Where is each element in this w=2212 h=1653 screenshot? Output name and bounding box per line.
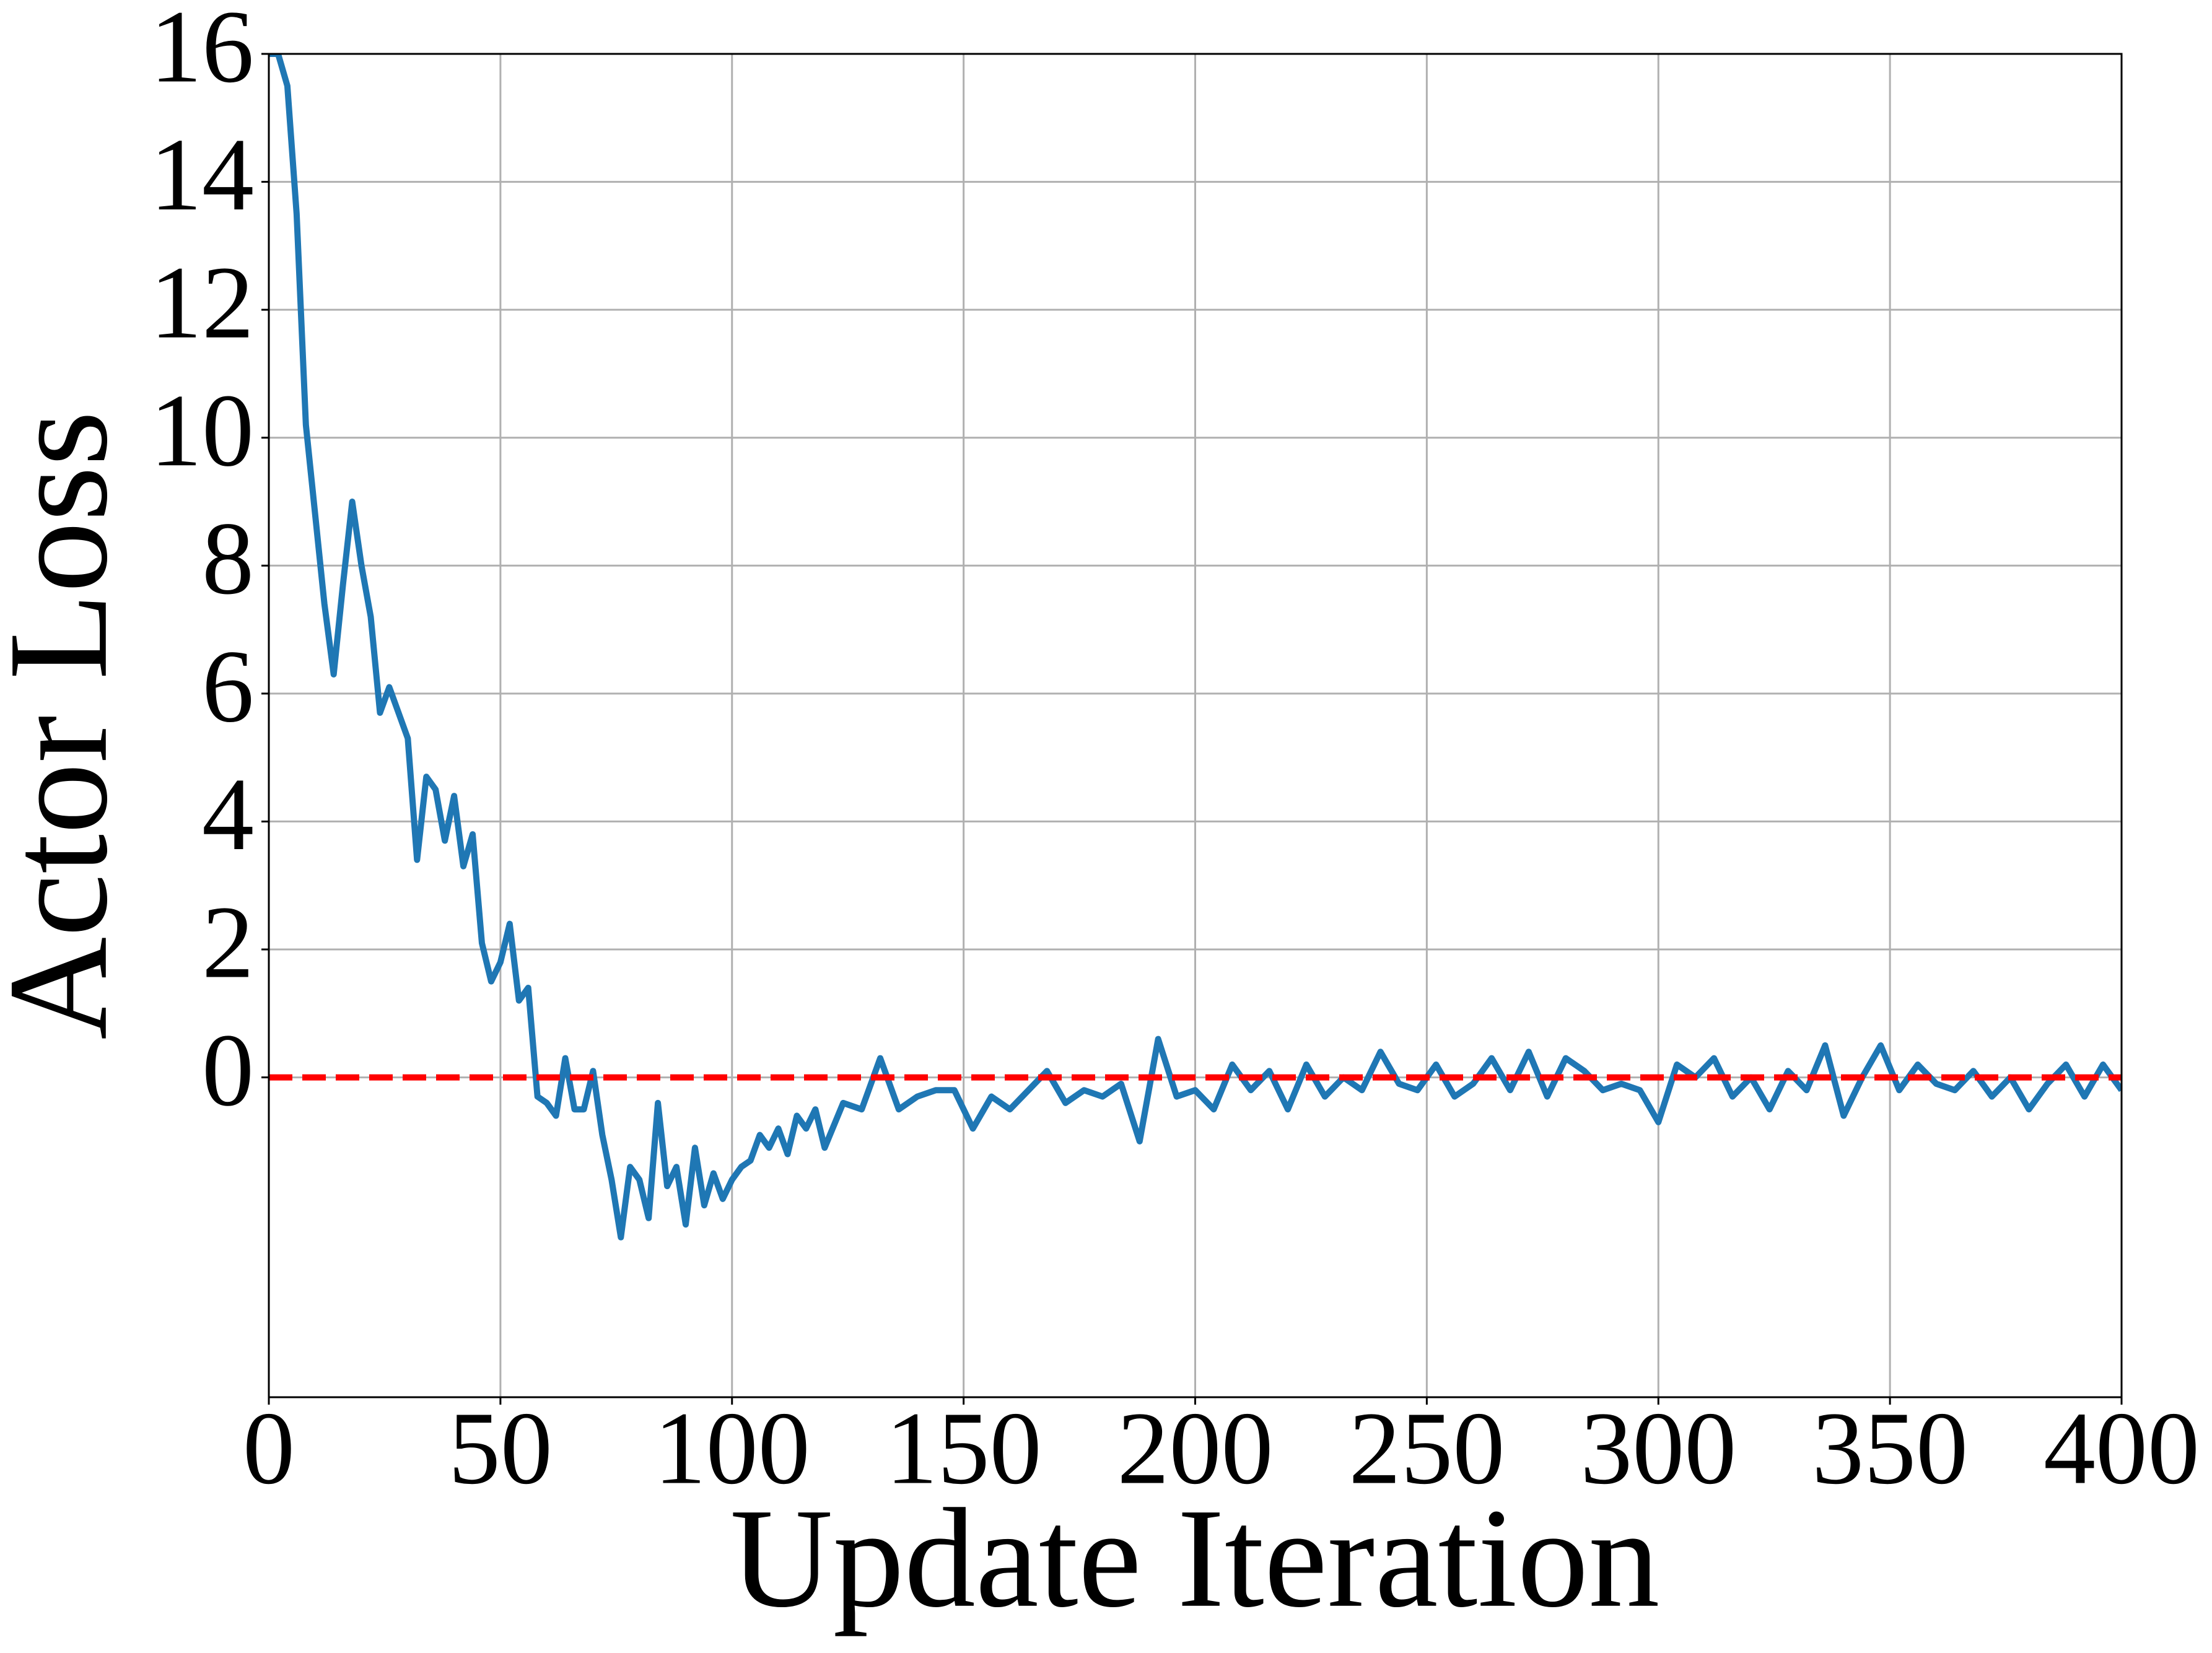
x-tick-label: 50 xyxy=(448,1391,553,1506)
labels: 0 50 100 150 200 250 300 350 400 0 2 4 6 8 10 12 14 16 xyxy=(150,0,2200,1506)
y-tick-label: 8 xyxy=(202,501,254,616)
y-tick-label: 2 xyxy=(202,885,254,1000)
x-tick-label: 0 xyxy=(243,1391,295,1506)
x-tick-label: 100 xyxy=(654,1391,810,1506)
y-tick-label: 16 xyxy=(150,0,254,105)
y-tick-label: 6 xyxy=(202,629,254,744)
x-tick-label: 300 xyxy=(1580,1391,1736,1506)
grid xyxy=(268,53,2123,1397)
y-tick-label: 4 xyxy=(202,757,254,872)
x-axis-label: Update Iteration xyxy=(730,1479,1660,1637)
x-tick-label: 250 xyxy=(1349,1391,1505,1506)
y-tick-label: 14 xyxy=(150,117,254,232)
x-tick-label: 200 xyxy=(1117,1391,1274,1506)
x-tick-label: 150 xyxy=(886,1391,1042,1506)
y-tick-label: 0 xyxy=(202,1013,254,1128)
y-tick-label: 10 xyxy=(150,373,254,488)
plot-area xyxy=(269,54,2122,1241)
x-tick-label: 400 xyxy=(2044,1391,2200,1506)
x-tick-label: 350 xyxy=(1812,1391,1968,1506)
data-line xyxy=(269,54,2122,1241)
y-tick-label: 12 xyxy=(150,245,254,360)
y-axis-label: Actor Loss xyxy=(0,411,137,1040)
